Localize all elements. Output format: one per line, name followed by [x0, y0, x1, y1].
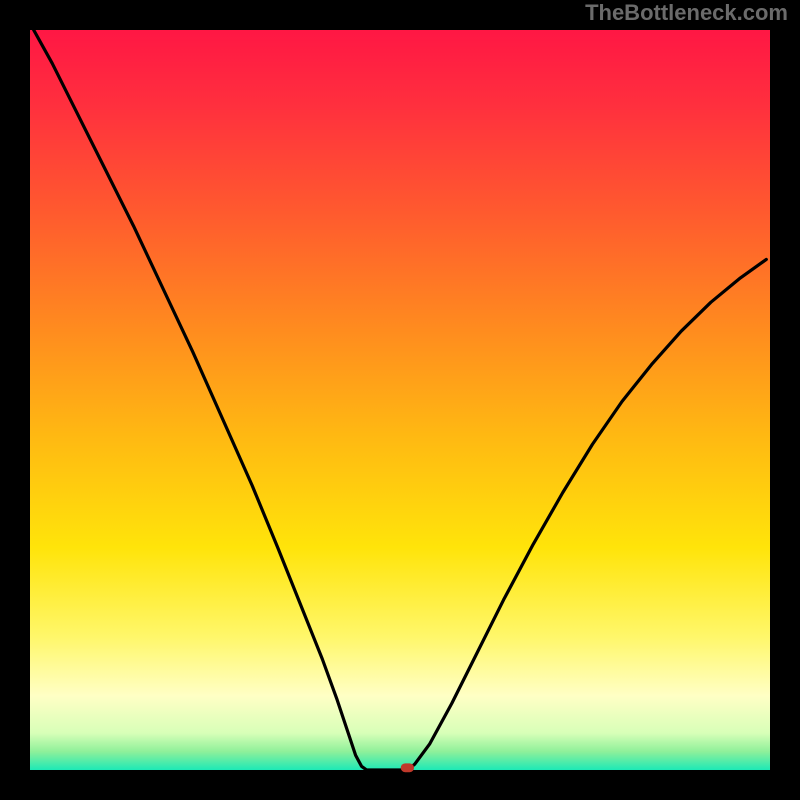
plot-gradient-background — [30, 30, 770, 770]
watermark-text: TheBottleneck.com — [585, 0, 788, 26]
valley-marker — [401, 763, 414, 772]
